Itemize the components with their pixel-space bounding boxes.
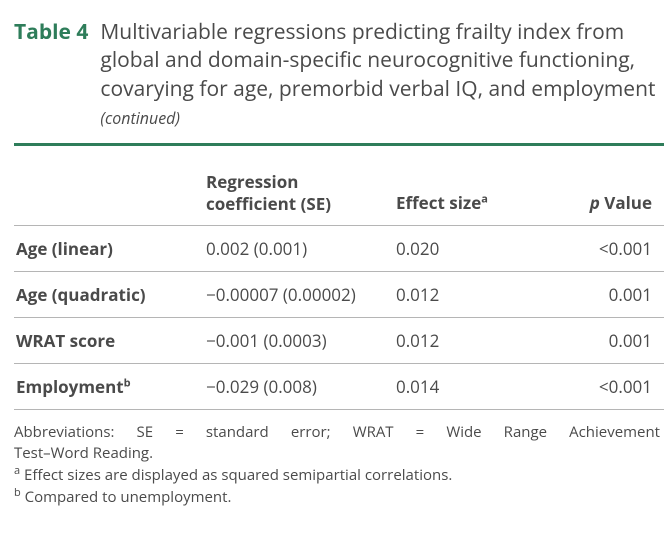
footnote-a-text: Effect sizes are displayed as squared se… xyxy=(20,465,452,485)
row-es: 0.014 xyxy=(394,363,529,409)
footnote-b: b Compared to unemployment. xyxy=(14,486,660,507)
column-header-row: Regression coefficient (SE) Effect sizea… xyxy=(14,160,664,225)
col-effect-size-text: Effect size xyxy=(396,191,481,214)
row-label: Employmentb xyxy=(14,363,204,409)
row-label: Age (linear) xyxy=(14,225,204,271)
footnote-b-text: Compared to unemployment. xyxy=(21,487,232,507)
table-header: Table 4 Multivariable regressions predic… xyxy=(14,18,664,146)
row-label: Age (quadratic) xyxy=(14,271,204,317)
abbreviations-line2: Test–Word Reading. xyxy=(14,443,660,463)
table-title: Multivariable regressions predicting fra… xyxy=(100,18,664,131)
footnotes: Abbreviations: SE = standard error; WRAT… xyxy=(14,422,664,507)
row-coef: −0.029 (0.008) xyxy=(204,363,394,409)
footnote-b-sup: b xyxy=(14,485,21,500)
table-row: WRAT score −0.001 (0.0003) 0.012 0.001 xyxy=(14,317,664,363)
footnote-a: a Effect sizes are displayed as squared … xyxy=(14,464,660,485)
row-label: WRAT score xyxy=(14,317,204,363)
row-es: 0.012 xyxy=(394,271,529,317)
table-row: Age (linear) 0.002 (0.001) 0.020 <0.001 xyxy=(14,225,664,271)
regression-table: Regression coefficient (SE) Effect sizea… xyxy=(14,160,664,410)
abbreviations-line1: Abbreviations: SE = standard error; WRAT… xyxy=(14,422,660,442)
table-number: Table 4 xyxy=(14,18,100,46)
continued-marker: (continued) xyxy=(100,107,180,129)
p-rest: Value xyxy=(600,191,652,214)
col-reg-line1: Regression xyxy=(206,171,388,192)
table-row: Employmentb −0.029 (0.008) 0.014 <0.001 xyxy=(14,363,664,409)
superscript-a: a xyxy=(481,191,488,206)
col-blank xyxy=(14,160,204,225)
row-es: 0.020 xyxy=(394,225,529,271)
superscript-b: b xyxy=(124,375,131,390)
row-p: <0.001 xyxy=(529,225,664,271)
table-row: Age (quadratic) −0.00007 (0.00002) 0.012… xyxy=(14,271,664,317)
row-p: 0.001 xyxy=(529,317,664,363)
row-coef: −0.00007 (0.00002) xyxy=(204,271,394,317)
row-p: 0.001 xyxy=(529,271,664,317)
col-regression-coef: Regression coefficient (SE) xyxy=(204,160,394,225)
table-title-text: Multivariable regressions predicting fra… xyxy=(100,18,655,103)
p-italic: p xyxy=(590,191,600,214)
row-p: <0.001 xyxy=(529,363,664,409)
col-reg-line2: coefficient (SE) xyxy=(206,193,388,214)
col-effect-size: Effect sizea xyxy=(394,160,529,225)
col-p-value: p Value xyxy=(529,160,664,225)
row-es: 0.012 xyxy=(394,317,529,363)
row-coef: −0.001 (0.0003) xyxy=(204,317,394,363)
row-coef: 0.002 (0.001) xyxy=(204,225,394,271)
row-label-text: Employment xyxy=(16,375,124,398)
